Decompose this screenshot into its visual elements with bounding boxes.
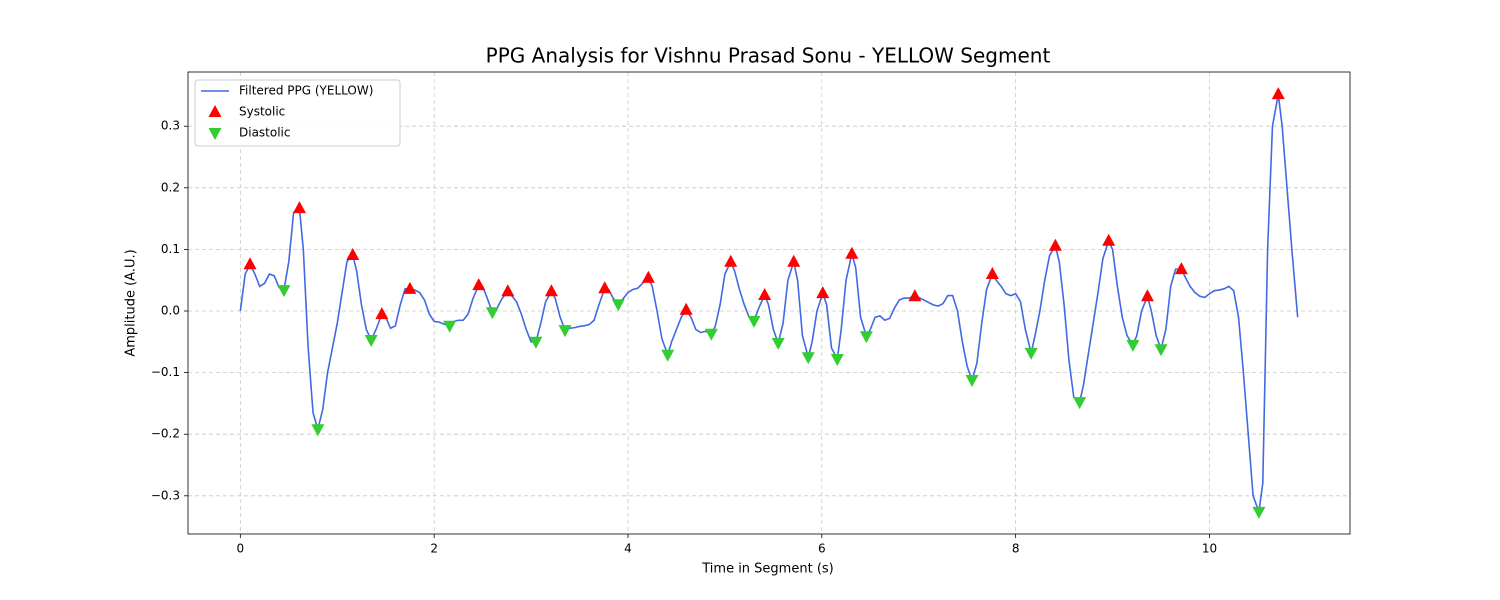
x-tick-label: 0 [237, 542, 245, 556]
diastolic-marker [364, 334, 378, 347]
systolic-marker [1140, 289, 1154, 302]
legend-label: Diastolic [239, 126, 291, 140]
legend-label: Filtered PPG (YELLOW) [239, 84, 373, 98]
diastolic-marker [747, 315, 761, 328]
diastolic-marker [558, 325, 572, 338]
x-tick-label: 6 [818, 542, 826, 556]
y-tick-label: −0.3 [151, 488, 180, 502]
diastolic-marker [830, 354, 844, 367]
legend-swatch [208, 128, 222, 140]
diastolic-marker [1126, 339, 1140, 352]
diastolic-marker [771, 338, 785, 351]
ppg-line [239, 94, 1299, 513]
systolic-marker [403, 281, 417, 294]
y-tick-label: 0.1 [161, 242, 180, 256]
diastolic-marker [661, 349, 675, 362]
systolic-marker [292, 201, 306, 214]
diastolic-marker [443, 320, 457, 333]
diastolic-marker [529, 336, 543, 349]
legend-label: Systolic [239, 105, 285, 119]
plot-frame [187, 71, 1351, 535]
diastolic-marker [1252, 506, 1266, 519]
x-tick-label: 2 [430, 542, 438, 556]
diastolic-marker [311, 424, 325, 437]
systolic-marker [598, 281, 612, 294]
x-axis-label: Time in Segment (s) [701, 562, 833, 577]
x-tick-label: 8 [1012, 542, 1020, 556]
systolic-marker [787, 254, 801, 267]
legend-swatch [208, 105, 222, 117]
systolic-marker [1271, 87, 1285, 100]
x-tick-label: 10 [1202, 542, 1217, 556]
y-tick-label: 0.3 [161, 119, 180, 133]
systolic-marker [679, 302, 693, 315]
systolic-marker [501, 284, 515, 297]
systolic-marker [1174, 262, 1188, 275]
diastolic-marker [277, 285, 291, 298]
diastolic-marker [611, 299, 625, 312]
systolic-marker [1102, 233, 1116, 246]
systolic-marker [985, 267, 999, 280]
diastolic-marker [1154, 344, 1168, 357]
diastolic-marker [1024, 347, 1038, 360]
systolic-marker [908, 289, 922, 302]
systolic-marker [845, 246, 859, 259]
y-axis-label: Amplitude (A.U.) [124, 249, 139, 356]
diastolic-marker [965, 375, 979, 387]
diastolic-marker [859, 331, 873, 344]
systolic-marker [544, 284, 558, 297]
systolic-marker [472, 278, 486, 291]
diastolic-marker [485, 307, 499, 320]
systolic-marker [724, 254, 738, 267]
legend-box [194, 79, 401, 147]
systolic-marker [758, 287, 772, 300]
y-tick-label: −0.1 [151, 365, 180, 379]
diastolic-marker [801, 352, 815, 365]
diastolic-marker [704, 328, 718, 341]
systolic-marker [243, 257, 257, 270]
chart-title: PPG Analysis for Vishnu Prasad Sonu - YE… [486, 44, 1051, 68]
systolic-marker [816, 286, 830, 299]
y-tick-label: 0.0 [161, 304, 180, 318]
diastolic-marker [1073, 397, 1087, 410]
systolic-marker [1048, 238, 1062, 251]
systolic-marker [641, 270, 655, 283]
systolic-marker [346, 247, 360, 260]
y-tick-label: 0.2 [161, 180, 180, 194]
y-tick-label: −0.2 [151, 427, 180, 441]
systolic-marker [375, 307, 389, 320]
x-tick-label: 4 [624, 542, 632, 556]
